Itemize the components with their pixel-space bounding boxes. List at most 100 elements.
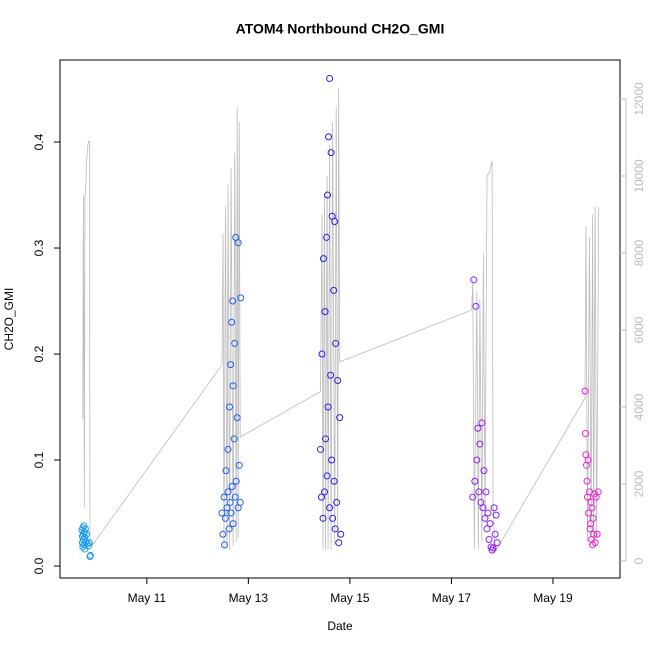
- point: [227, 361, 235, 369]
- point: [490, 504, 498, 512]
- point: [319, 514, 327, 522]
- point: [336, 414, 344, 422]
- point: [229, 520, 237, 528]
- point: [227, 509, 235, 517]
- point: [489, 544, 497, 552]
- point: [493, 539, 501, 547]
- point: [326, 504, 334, 512]
- point: [318, 350, 326, 358]
- point: [220, 541, 228, 549]
- y2-tick-label: 0: [632, 557, 646, 564]
- point: [594, 488, 602, 496]
- point: [472, 302, 480, 310]
- point: [81, 525, 89, 533]
- point: [475, 488, 483, 496]
- point: [331, 525, 339, 533]
- y-tick-label: 0.0: [32, 557, 46, 574]
- y-tick-label: 0.4: [32, 133, 46, 150]
- y2-tick-label: 8000: [632, 239, 646, 266]
- point: [81, 533, 89, 541]
- x-axis-label: Date: [327, 619, 353, 633]
- point: [323, 233, 331, 241]
- point: [492, 511, 500, 519]
- point: [321, 308, 329, 316]
- point: [218, 509, 226, 517]
- point: [325, 133, 333, 141]
- point: [471, 477, 479, 485]
- point: [223, 504, 231, 512]
- point: [327, 371, 335, 379]
- point: [587, 498, 595, 506]
- point: [85, 539, 93, 547]
- y-axis-label: CH2O_GMI: [2, 288, 16, 351]
- y2-tick-label: 10000: [632, 159, 646, 193]
- point: [226, 403, 234, 411]
- point: [317, 493, 325, 501]
- point: [329, 514, 337, 522]
- point: [228, 483, 236, 491]
- point: [483, 525, 491, 533]
- point: [322, 435, 330, 443]
- x-tick-label: May 17: [432, 591, 472, 605]
- chart-title: ATOM4 Northbound CH2O_GMI: [236, 21, 445, 37]
- point: [593, 530, 601, 538]
- point: [491, 530, 499, 538]
- y2-tick-label: 12000: [632, 82, 646, 116]
- point: [231, 493, 239, 501]
- point: [584, 456, 592, 464]
- point: [470, 276, 478, 284]
- point: [231, 339, 239, 347]
- x-tick-label: May 11: [128, 591, 167, 605]
- point: [326, 74, 334, 82]
- point: [84, 542, 92, 550]
- point: [229, 297, 237, 305]
- point: [332, 339, 340, 347]
- y2-tick-label: 4000: [632, 393, 646, 420]
- point: [485, 536, 493, 544]
- point: [588, 504, 596, 512]
- x-tick-label: May 19: [533, 591, 573, 605]
- point: [331, 218, 339, 226]
- point: [479, 504, 487, 512]
- point: [321, 488, 329, 496]
- y2-tick-label: 6000: [632, 316, 646, 343]
- point: [323, 472, 331, 480]
- point: [474, 424, 482, 432]
- y-tick-label: 0.1: [32, 451, 46, 468]
- point: [478, 419, 486, 427]
- point: [319, 255, 327, 263]
- point: [328, 456, 336, 464]
- x-tick-label: May 15: [330, 591, 370, 605]
- point: [481, 514, 489, 522]
- point: [226, 498, 234, 506]
- point: [234, 239, 242, 247]
- y-tick-label: 0.2: [32, 345, 46, 362]
- point: [335, 539, 343, 547]
- point: [222, 514, 230, 522]
- point: [330, 286, 338, 294]
- point: [82, 530, 90, 538]
- point: [337, 530, 345, 538]
- point: [591, 539, 599, 547]
- point: [473, 456, 481, 464]
- point: [486, 520, 494, 528]
- point: [484, 509, 492, 517]
- point: [330, 477, 338, 485]
- point: [482, 488, 490, 496]
- point: [591, 490, 599, 498]
- point: [480, 467, 488, 475]
- x-tick-label: May 13: [229, 591, 269, 605]
- point: [476, 440, 484, 448]
- point: [232, 477, 240, 485]
- point: [589, 514, 597, 522]
- point: [590, 530, 598, 538]
- point: [324, 191, 332, 199]
- point: [581, 430, 589, 438]
- point: [233, 414, 241, 422]
- point: [230, 435, 238, 443]
- point: [80, 528, 88, 536]
- point: [219, 530, 227, 538]
- point: [224, 445, 232, 453]
- point: [333, 498, 341, 506]
